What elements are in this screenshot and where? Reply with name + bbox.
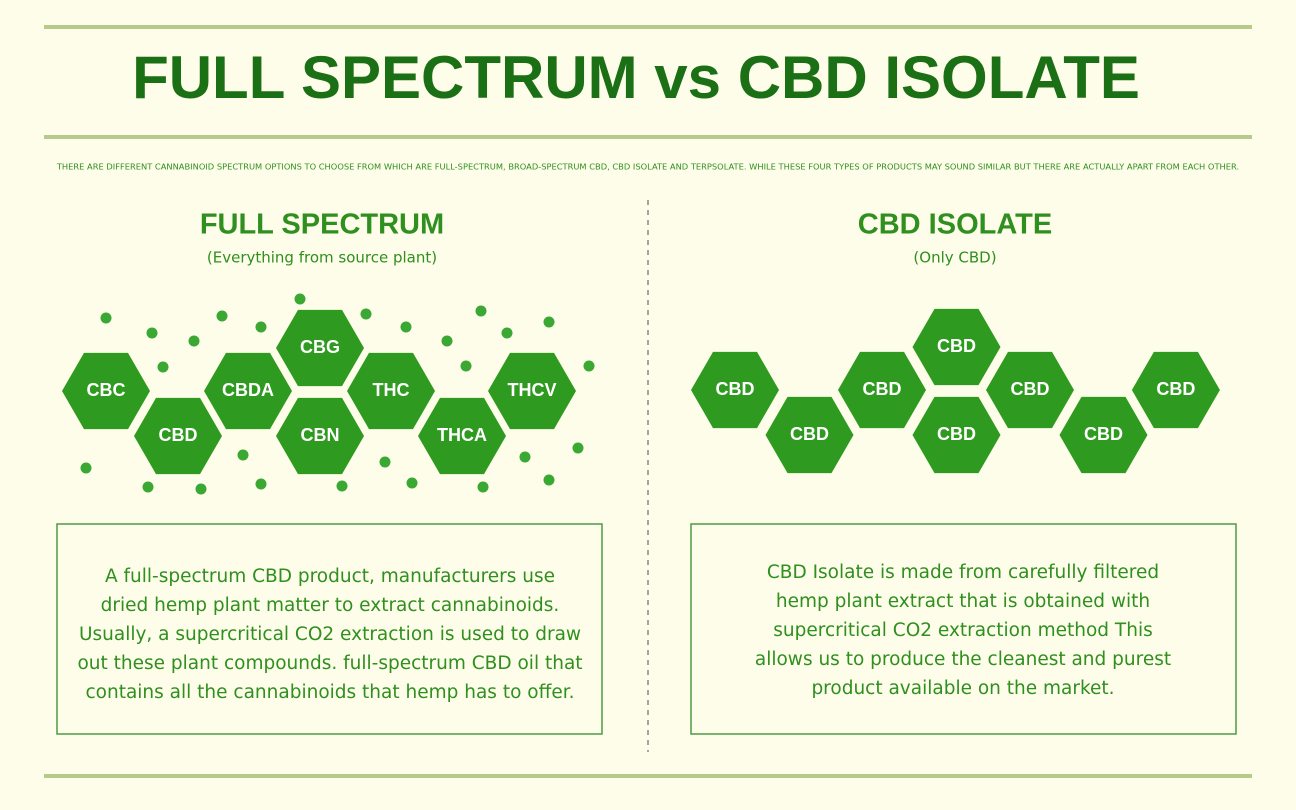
- hexagon: [62, 352, 150, 430]
- hexagon: [418, 397, 506, 475]
- hexagon-label: CBDA: [222, 380, 274, 400]
- description-line: dried hemp plant matter to extract canna…: [101, 595, 560, 616]
- hexagon: [488, 352, 576, 430]
- hexagon-label: CBD: [937, 336, 976, 356]
- hexagon-label: THCV: [508, 380, 557, 400]
- dot: [477, 481, 489, 493]
- hexagon-label: CBD: [159, 425, 198, 445]
- hexagon: [986, 351, 1074, 429]
- dot: [460, 360, 472, 372]
- dot: [142, 481, 154, 493]
- hexagon-label: CBD: [1156, 379, 1195, 399]
- dot: [360, 308, 372, 320]
- dot: [100, 312, 112, 324]
- hexagon-label: CBD: [862, 379, 901, 399]
- hexagon-label: CBD: [937, 424, 976, 444]
- hexagon-label: CBD: [1084, 424, 1123, 444]
- hexagon: [838, 351, 926, 429]
- hexagon: [1131, 351, 1220, 429]
- dot: [195, 483, 207, 495]
- description-line: contains all the cannabinoids that hemp …: [85, 682, 574, 703]
- hexagon-label: CBG: [300, 337, 340, 357]
- dot: [475, 305, 487, 317]
- dot: [519, 451, 531, 463]
- dot: [188, 335, 200, 347]
- dot: [80, 462, 92, 474]
- dot: [237, 449, 249, 461]
- dot: [157, 361, 169, 373]
- dot: [406, 477, 418, 489]
- dot: [336, 480, 348, 492]
- dot: [583, 360, 595, 372]
- hexagon: [204, 352, 292, 430]
- hexagon: [912, 396, 1001, 474]
- right-box: [690, 523, 1237, 735]
- description-line: hemp plant extract that is obtained with: [776, 591, 1150, 612]
- dot: [379, 456, 391, 468]
- left-box: [56, 523, 603, 735]
- hexagon-label: CBD: [1010, 379, 1049, 399]
- hexagon: [276, 397, 364, 475]
- hexagon: [765, 396, 854, 474]
- hexagon-label: CBD: [716, 379, 755, 399]
- description-line: allows us to produce the cleanest and pu…: [755, 649, 1171, 670]
- dot: [543, 316, 555, 328]
- left-subheading: (Everything from source plant): [207, 249, 437, 267]
- dot: [255, 321, 267, 333]
- hexagon: [691, 351, 779, 429]
- description-line: A full-spectrum CBD product, manufacture…: [105, 566, 555, 587]
- dot: [501, 327, 513, 339]
- description-line: out these plant compounds. full-spectrum…: [77, 653, 582, 674]
- left-heading: FULL SPECTRUM: [200, 209, 444, 241]
- dot: [216, 310, 228, 322]
- dot: [294, 293, 306, 305]
- dot: [255, 478, 267, 490]
- dot: [572, 442, 584, 454]
- hexagon-label: CBC: [87, 380, 126, 400]
- hexagon: [134, 397, 222, 475]
- hexagon: [276, 309, 364, 387]
- dot: [400, 321, 412, 333]
- hexagon-label: THC: [373, 380, 410, 400]
- hexagon-label: THCA: [437, 425, 487, 445]
- description-line: supercritical CO2 extraction method This: [773, 620, 1152, 641]
- hexagon: [347, 352, 435, 430]
- right-subheading: (Only CBD): [913, 249, 996, 267]
- dot: [543, 474, 555, 486]
- hexagon-label: CBN: [301, 425, 340, 445]
- description-line: product available on the market.: [811, 678, 1114, 699]
- hexagon-label: CBD: [790, 424, 829, 444]
- hexagon: [912, 308, 1001, 386]
- intro: THERE ARE DIFFERENT CANNABINOID SPECTRUM…: [56, 162, 1239, 172]
- hexagon: [1059, 396, 1148, 474]
- dot: [146, 327, 158, 339]
- description-line: CBD Isolate is made from carefully filte…: [767, 562, 1159, 583]
- title: FULL SPECTRUM vs CBD ISOLATE: [132, 44, 1140, 111]
- right-heading: CBD ISOLATE: [858, 209, 1052, 241]
- dot: [441, 335, 453, 347]
- description-line: Usually, a supercritical CO2 extraction …: [79, 624, 581, 645]
